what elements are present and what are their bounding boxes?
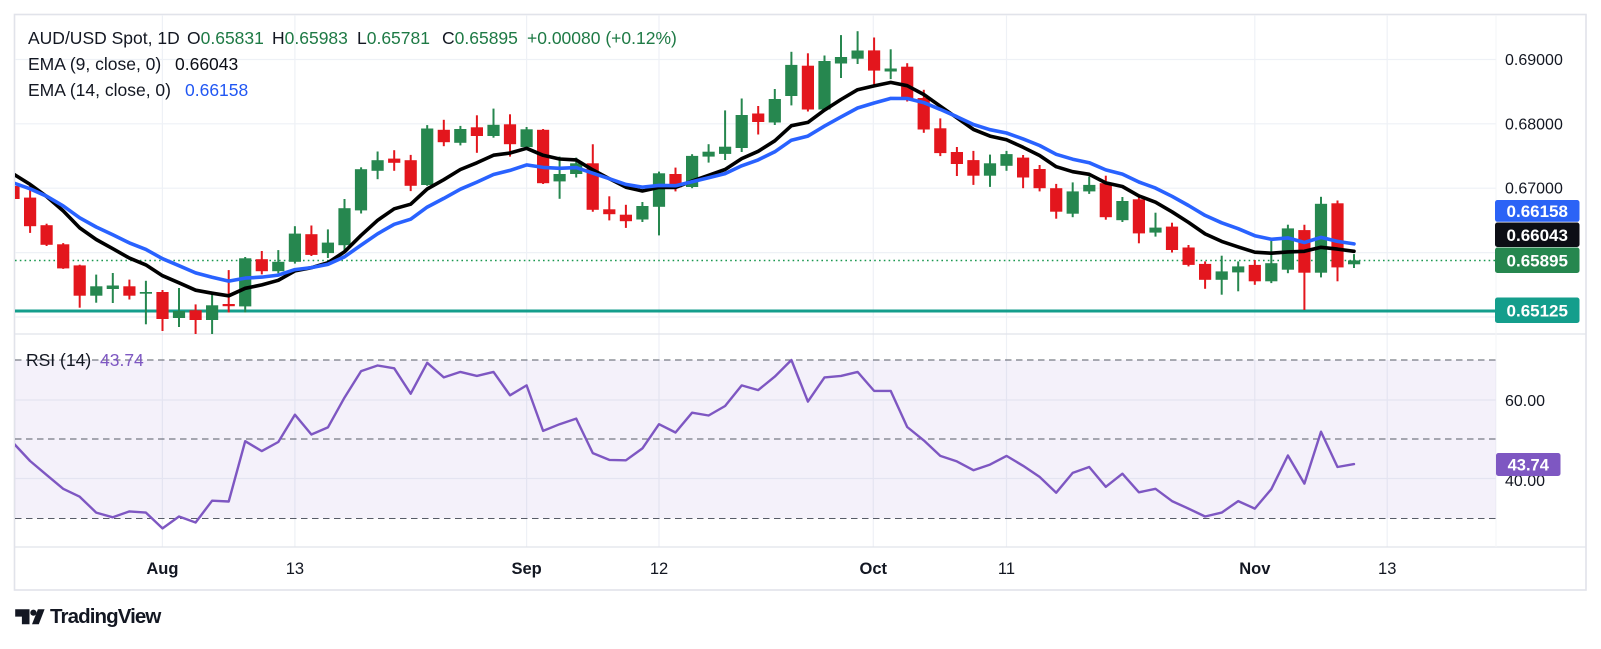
svg-text:40.00: 40.00 bbox=[1505, 473, 1545, 490]
svg-text:EMA (14, close, 0)0.66158: EMA (14, close, 0) 0.66158 bbox=[28, 80, 248, 100]
svg-text:13: 13 bbox=[1378, 560, 1396, 578]
svg-text:0.69000: 0.69000 bbox=[1505, 52, 1563, 69]
svg-text:13: 13 bbox=[286, 560, 304, 578]
svg-text:Nov: Nov bbox=[1239, 560, 1271, 578]
svg-text:60.00: 60.00 bbox=[1505, 393, 1545, 410]
svg-text:EMA (9, close, 0)0.66043: EMA (9, close, 0) 0.66043 bbox=[28, 54, 238, 74]
svg-text:TradingView: TradingView bbox=[50, 605, 161, 628]
svg-text:Sep: Sep bbox=[511, 560, 541, 578]
svg-text:0.68000: 0.68000 bbox=[1505, 116, 1563, 133]
svg-text:0.66158: 0.66158 bbox=[1507, 202, 1568, 221]
svg-text:RSI (14)43.74: RSI (14) 43.74 bbox=[26, 350, 144, 370]
svg-text:Aug: Aug bbox=[146, 560, 178, 578]
svg-text:0.65895: 0.65895 bbox=[1507, 251, 1568, 270]
svg-text:11: 11 bbox=[998, 560, 1015, 578]
svg-text:43.74: 43.74 bbox=[1508, 457, 1550, 475]
svg-text:12: 12 bbox=[650, 560, 668, 578]
svg-text:Oct: Oct bbox=[860, 560, 888, 578]
svg-text:0.67000: 0.67000 bbox=[1505, 181, 1563, 198]
svg-text:0.65125: 0.65125 bbox=[1507, 301, 1568, 320]
svg-text:0.66043: 0.66043 bbox=[1507, 226, 1568, 245]
